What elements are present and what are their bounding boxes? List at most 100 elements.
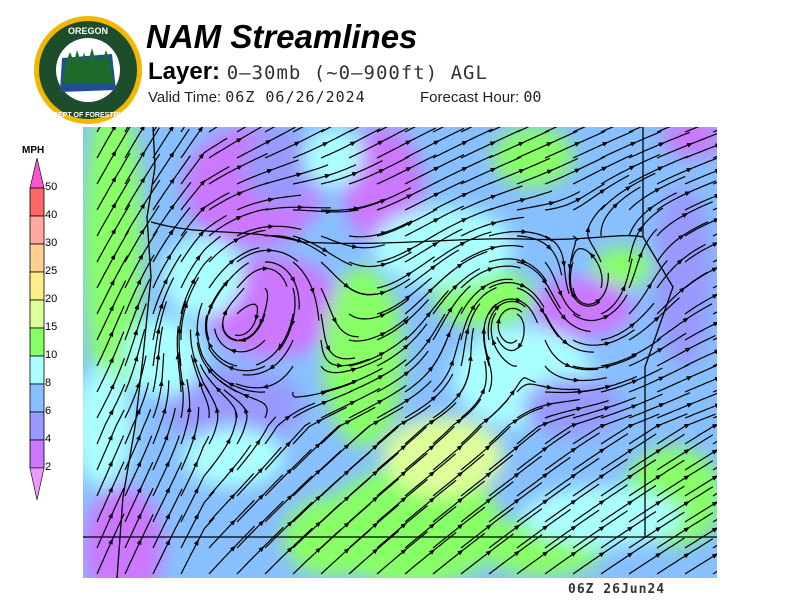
- streamline: [544, 287, 567, 321]
- streamline: [640, 228, 658, 255]
- streamline: [488, 127, 502, 133]
- streamline: [516, 551, 549, 575]
- streamline: [572, 448, 606, 471]
- streamline: [488, 297, 522, 315]
- streamline: [325, 129, 353, 144]
- streamline: [572, 525, 606, 549]
- streamline: [523, 190, 553, 201]
- streamline: [473, 287, 497, 307]
- streamline: [96, 434, 113, 471]
- streamline: [602, 510, 628, 529]
- streamline: [124, 176, 146, 211]
- streamline: [628, 127, 643, 133]
- streamline: [657, 297, 680, 319]
- streamline: [628, 474, 662, 497]
- streamline: [489, 481, 514, 501]
- streamline: [242, 367, 272, 376]
- streamline: [587, 204, 606, 230]
- streamline: [348, 352, 386, 367]
- streamline: [210, 279, 229, 306]
- streamline: [124, 538, 142, 575]
- streamline: [656, 552, 690, 575]
- streamline: [589, 252, 603, 289]
- streamline: [239, 127, 263, 140]
- streamline: [544, 551, 577, 575]
- valid-time-label: Valid Time:: [148, 89, 222, 106]
- streamline: [318, 424, 342, 446]
- streamline: [684, 449, 717, 471]
- streamline: [487, 304, 501, 341]
- streamline: [600, 284, 626, 315]
- streamline: [288, 421, 311, 444]
- streamline: [516, 383, 553, 393]
- streamline: [432, 479, 457, 500]
- streamline: [319, 406, 347, 422]
- streamline: [409, 256, 435, 275]
- streamline: [375, 504, 400, 525]
- streamline: [545, 456, 571, 476]
- streamline: [404, 217, 440, 237]
- streamline: [404, 419, 436, 445]
- streamline: [96, 330, 114, 367]
- streamline: [232, 444, 252, 470]
- streamline: [628, 403, 666, 419]
- streamline: [355, 244, 385, 249]
- streamline: [628, 448, 662, 471]
- streamline: [630, 536, 657, 555]
- streamline: [488, 472, 521, 497]
- streamline: [124, 253, 144, 289]
- streamline: [124, 150, 146, 185]
- streamline: [516, 525, 549, 549]
- streamline: [152, 486, 171, 523]
- streamline: [602, 484, 628, 503]
- streamline: [630, 459, 657, 477]
- streamline: [124, 460, 142, 497]
- forecast-hour-value: 00: [523, 88, 542, 106]
- streamline: [292, 400, 328, 419]
- streamline: [492, 338, 518, 367]
- streamline: [180, 406, 192, 445]
- streamline: [630, 510, 657, 529]
- streamline: [600, 202, 619, 236]
- streamline: [545, 413, 575, 424]
- streamline: [203, 166, 230, 183]
- streamline: [328, 348, 356, 360]
- streamline: [297, 128, 325, 144]
- streamline: [460, 425, 483, 448]
- streamline: [348, 444, 379, 471]
- streamline: [524, 261, 547, 282]
- streamline: [628, 376, 665, 393]
- streamline: [376, 271, 413, 289]
- streamline: [158, 301, 168, 331]
- streamline: [142, 205, 160, 232]
- streamline: [138, 355, 147, 385]
- streamline: [518, 299, 539, 324]
- streamline: [432, 331, 451, 367]
- streamline: [432, 531, 457, 552]
- streamline: [404, 404, 431, 423]
- streamline: [607, 396, 636, 409]
- streamline: [577, 130, 606, 144]
- streamline: [96, 383, 115, 419]
- streamline: [96, 356, 114, 393]
- streamline: [264, 235, 304, 243]
- streamline: [628, 142, 665, 159]
- streamline: [376, 221, 414, 237]
- streamline: [432, 505, 457, 526]
- streamline: [208, 519, 236, 549]
- streamline: [236, 197, 275, 211]
- streamline: [428, 313, 446, 340]
- streamline: [488, 169, 526, 185]
- streamline: [404, 479, 428, 500]
- streamline: [460, 453, 485, 474]
- streamline: [460, 506, 486, 526]
- wa-or-border: [150, 221, 644, 245]
- streamline: [656, 403, 694, 419]
- streamline: [680, 243, 706, 262]
- streamline: [261, 474, 284, 497]
- streamline: [661, 131, 691, 145]
- streamline: [488, 418, 519, 445]
- streamline: [264, 172, 303, 185]
- legend-swatch-6-8: [29, 383, 45, 413]
- streamline: [138, 408, 152, 438]
